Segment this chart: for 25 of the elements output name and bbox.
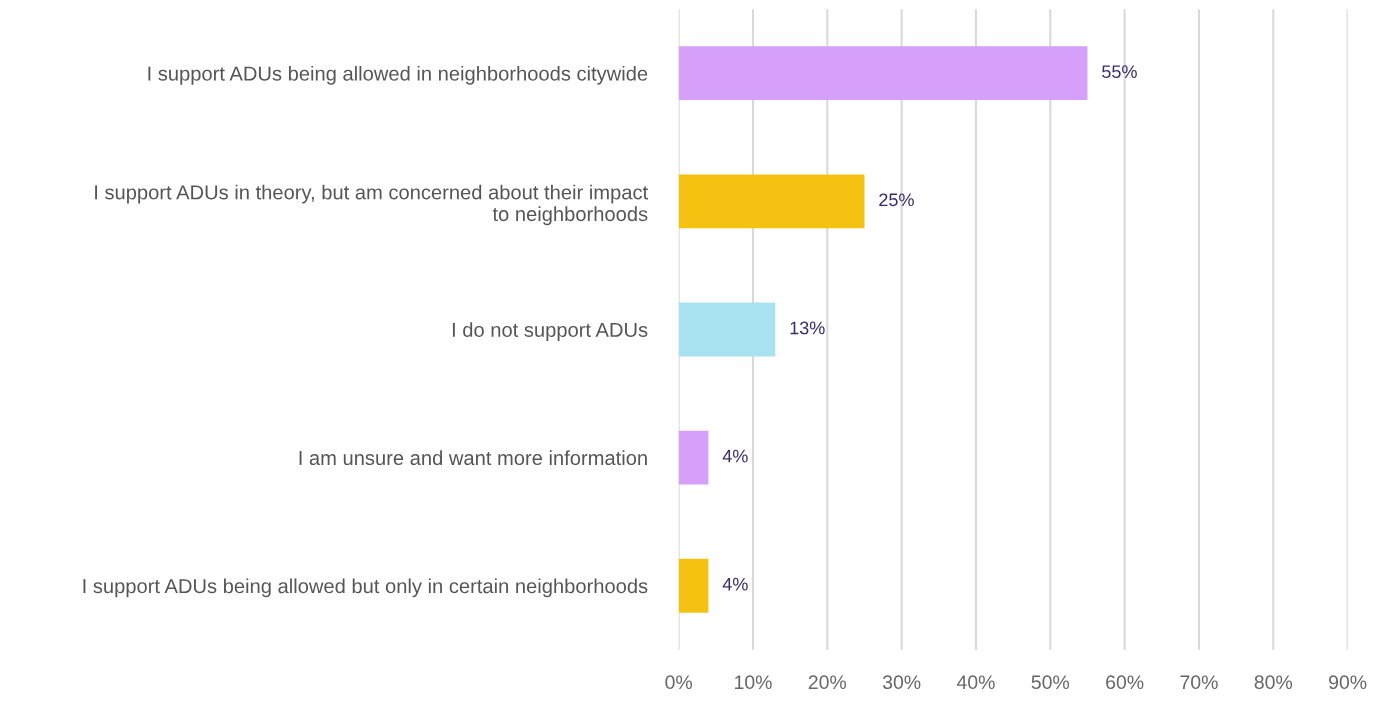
x-tick-label: 60% bbox=[1106, 675, 1144, 690]
x-tick-label: 10% bbox=[735, 675, 772, 690]
data-label: 13% bbox=[790, 321, 825, 335]
x-tick-label: 20% bbox=[808, 675, 847, 690]
y-tick-label: I support ADUs being allowed but only in certain neighborhoods bbox=[83, 578, 648, 598]
x-tick-label: 0% bbox=[665, 675, 693, 690]
bar bbox=[678, 46, 1088, 101]
bar bbox=[678, 302, 776, 357]
x-tick-label: 40% bbox=[956, 675, 995, 690]
x-tick-label: 50% bbox=[1031, 675, 1070, 690]
x-tick-label: 90% bbox=[1329, 675, 1367, 690]
x-tick-label: 80% bbox=[1254, 675, 1293, 690]
data-label: 55% bbox=[1102, 65, 1137, 79]
bar bbox=[678, 430, 709, 485]
bar bbox=[678, 558, 709, 613]
x-tick-label: 30% bbox=[882, 675, 921, 690]
y-tick-label: I do not support ADUs bbox=[452, 322, 648, 341]
data-label: 25% bbox=[879, 193, 914, 207]
y-tick-label: I am unsure and want more information bbox=[299, 450, 647, 466]
y-tick-label: I support ADUs in theory, but am concerned about their impact to neighborhoods bbox=[95, 184, 648, 226]
bar bbox=[678, 174, 865, 229]
y-tick-label: I support ADUs being allowed in neighborhoods citywide bbox=[148, 65, 648, 85]
data-label: 4% bbox=[722, 577, 748, 591]
x-tick-label: 70% bbox=[1180, 675, 1218, 690]
data-label: 4% bbox=[722, 449, 748, 463]
